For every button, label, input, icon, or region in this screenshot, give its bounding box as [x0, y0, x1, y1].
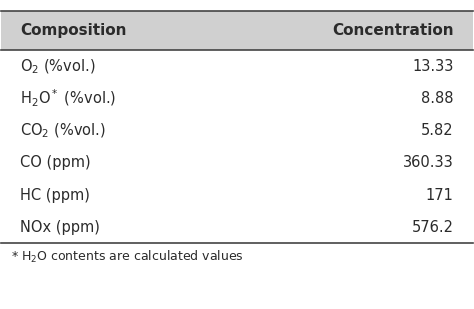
Text: 5.82: 5.82	[421, 123, 454, 138]
Text: Concentration: Concentration	[332, 23, 454, 38]
Text: 13.33: 13.33	[412, 59, 454, 74]
Text: O$_2$ (%vol.): O$_2$ (%vol.)	[20, 57, 96, 76]
Text: HC (ppm): HC (ppm)	[20, 188, 90, 203]
Text: CO (ppm): CO (ppm)	[20, 155, 91, 171]
Text: 576.2: 576.2	[412, 220, 454, 235]
Text: 171: 171	[426, 188, 454, 203]
Text: H$_2$O$^*$ (%vol.): H$_2$O$^*$ (%vol.)	[20, 88, 117, 109]
Text: CO$_2$ (%vol.): CO$_2$ (%vol.)	[20, 121, 106, 140]
FancyBboxPatch shape	[1, 11, 473, 50]
Text: Composition: Composition	[20, 23, 127, 38]
Text: NOx (ppm): NOx (ppm)	[20, 220, 100, 235]
Text: * H$_2$O contents are calculated values: * H$_2$O contents are calculated values	[11, 249, 244, 265]
Text: 8.88: 8.88	[421, 91, 454, 106]
Text: 360.33: 360.33	[403, 155, 454, 171]
